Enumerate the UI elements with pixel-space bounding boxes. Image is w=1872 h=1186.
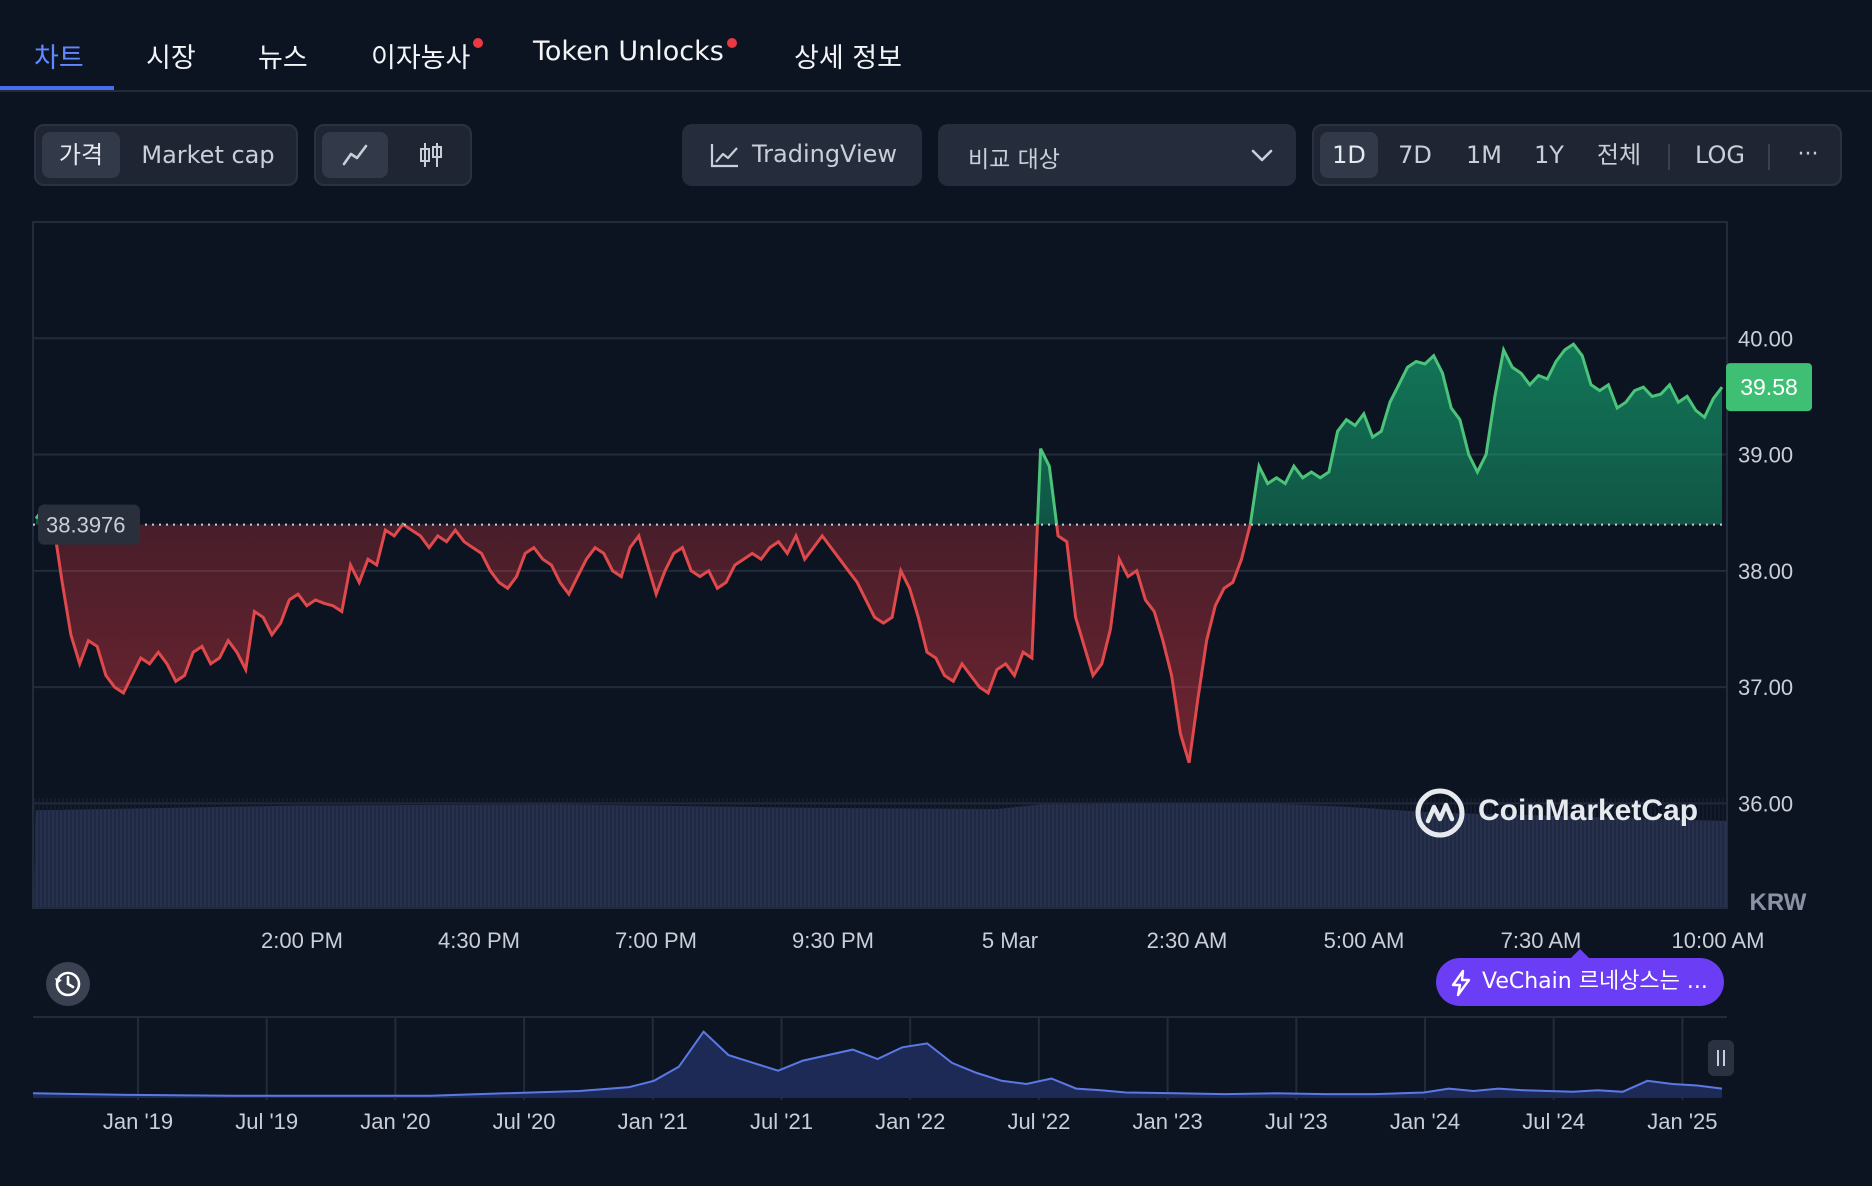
navigator-x-label: Jul '20 [493, 1109, 556, 1134]
log-scale-button[interactable]: LOG [1694, 141, 1745, 169]
price-line-up [34, 342, 1724, 525]
time-range-selector: 1D 7D 1M 1Y 전체 LOG ··· [1312, 124, 1842, 186]
tab-chart-label: 차트 [34, 43, 84, 74]
tab-yield-farming[interactable]: 이자농사 [371, 36, 484, 75]
range-1d-button[interactable]: 1D [1320, 132, 1378, 178]
compare-dropdown[interactable]: 비교 대상 [938, 124, 1296, 186]
navigator-x-label: Jan '24 [1390, 1109, 1460, 1134]
compare-placeholder: 비교 대상 [968, 147, 1060, 173]
price-button[interactable]: 가격 [42, 132, 120, 178]
x-tick-label: 9:30 PM [792, 928, 874, 953]
news-pill-text: VeChain 르네상스는 ... [1482, 969, 1708, 994]
last-price-value: 39.58 [1740, 374, 1798, 400]
currency-label: KRW [1750, 889, 1807, 916]
x-tick-label: 5 Mar [982, 928, 1038, 953]
tab-news-label: 뉴스 [258, 43, 308, 74]
x-tick-label: 2:30 AM [1147, 928, 1228, 953]
lightning-icon [1451, 969, 1471, 997]
line-chart-icon [342, 144, 368, 166]
navigator-x-label: Jul '21 [750, 1109, 813, 1134]
navigator-x-labels: Jan '19 Jul '19 Jan '20 Jul '20 Jan '21 Jul '… [103, 1109, 1718, 1134]
y-tick-label: 40.00 [1738, 326, 1793, 351]
x-tick-label: 10:00 AM [1672, 928, 1765, 953]
volume-bars [33, 798, 1727, 907]
range-all-button[interactable]: 전체 [1596, 141, 1642, 169]
price-line-down [51, 524, 1252, 764]
navigator-line [32, 1030, 1723, 1097]
grid-lines [33, 337, 1727, 805]
baseline-value: 38.3976 [46, 513, 126, 538]
tradingview-icon [710, 144, 738, 168]
tab-markets-label: 시장 [146, 43, 196, 74]
range-7d-button[interactable]: 7D [1398, 141, 1432, 169]
range-divider [1668, 144, 1670, 170]
down-area [36, 524, 1722, 763]
candlestick-icon [420, 143, 442, 167]
candlestick-button[interactable] [398, 132, 464, 178]
tab-details-label: 상세 정보 [794, 43, 902, 74]
x-tick-label: 5:00 AM [1324, 928, 1405, 953]
top-tabs: 차트 시장 뉴스 이자농사 Token Unlocks 상세 정보 [0, 0, 1872, 92]
history-button[interactable] [42, 962, 92, 1006]
x-axis-labels: 2:00 PM 4:30 PM 7:00 PM 9:30 PM 5 Mar 2:30 AM… [261, 928, 1764, 953]
tab-token-unlocks-label: Token Unlocks [533, 36, 724, 67]
y-tick-label: 36.00 [1738, 791, 1793, 816]
navigator-x-label: Jan '22 [875, 1109, 945, 1134]
tab-chart[interactable]: 차트 [34, 36, 84, 75]
navigator-x-label: Jan '20 [360, 1109, 430, 1134]
market-cap-button[interactable]: Market cap [141, 141, 275, 169]
tab-details[interactable]: 상세 정보 [794, 36, 902, 75]
last-price-label: 39.58 [1726, 363, 1812, 412]
notification-dot [726, 38, 737, 48]
navigator-area [33, 1031, 1722, 1098]
navigator-chart[interactable]: Jan '19 Jul '19 Jan '20 Jul '20 Jan '21 Jul '… [0, 1000, 1872, 1186]
news-pill-pointer [1570, 949, 1590, 959]
navigator-x-label: Jul '24 [1522, 1109, 1585, 1134]
navigator-x-label: Jul '23 [1265, 1109, 1328, 1134]
plot-frame [32, 221, 1728, 909]
y-tick-label: 37.00 [1738, 675, 1793, 700]
tab-news[interactable]: 뉴스 [258, 36, 308, 75]
coinmarketcap-logo-icon [1415, 788, 1465, 838]
news-pill[interactable]: VeChain 르네상스는 ... [1436, 958, 1724, 1006]
navigator-x-label: Jul '22 [1007, 1109, 1070, 1134]
tradingview-button[interactable]: TradingView [682, 124, 922, 186]
navigator-x-label: Jan '21 [618, 1109, 688, 1134]
range-divider [1768, 144, 1770, 170]
y-tick-label: 39.00 [1738, 443, 1793, 468]
tab-token-unlocks[interactable]: Token Unlocks [533, 36, 737, 67]
up-area [36, 344, 1722, 525]
x-tick-label: 4:30 PM [438, 928, 520, 953]
baseline-label: 38.3976 [38, 504, 140, 545]
navigator-x-label: Jan '25 [1647, 1109, 1717, 1134]
x-tick-label: 2:00 PM [261, 928, 343, 953]
brand-name: CoinMarketCap [1478, 794, 1699, 827]
chevron-down-icon [1251, 149, 1273, 162]
navigator-x-label: Jan '19 [103, 1109, 173, 1134]
chart-style-toggle [314, 124, 472, 186]
line-chart-button[interactable] [322, 132, 388, 178]
tab-markets[interactable]: 시장 [146, 36, 196, 75]
history-icon [46, 962, 90, 1006]
notification-dot [473, 38, 484, 48]
volume-area [33, 803, 1727, 907]
navigator-x-label: Jan '23 [1132, 1109, 1202, 1134]
navigator-handle[interactable] [1708, 1040, 1734, 1076]
tab-yield-farming-label: 이자농사 [371, 43, 471, 74]
pause-handle-icon[interactable] [1708, 1040, 1734, 1076]
x-tick-label: 7:00 PM [615, 928, 697, 953]
metric-toggle: 가격 Market cap [34, 124, 298, 186]
more-options-button[interactable]: ··· [1797, 142, 1819, 167]
range-1y-button[interactable]: 1Y [1534, 141, 1564, 169]
active-tab-indicator [0, 86, 114, 90]
y-axis-labels: 40.00 39.00 38.00 37.00 36.00 [1738, 326, 1793, 816]
navigator-x-label: Jul '19 [235, 1109, 298, 1134]
tradingview-label: TradingView [752, 140, 898, 168]
range-1m-button[interactable]: 1M [1466, 141, 1502, 169]
y-tick-label: 38.00 [1738, 559, 1793, 584]
